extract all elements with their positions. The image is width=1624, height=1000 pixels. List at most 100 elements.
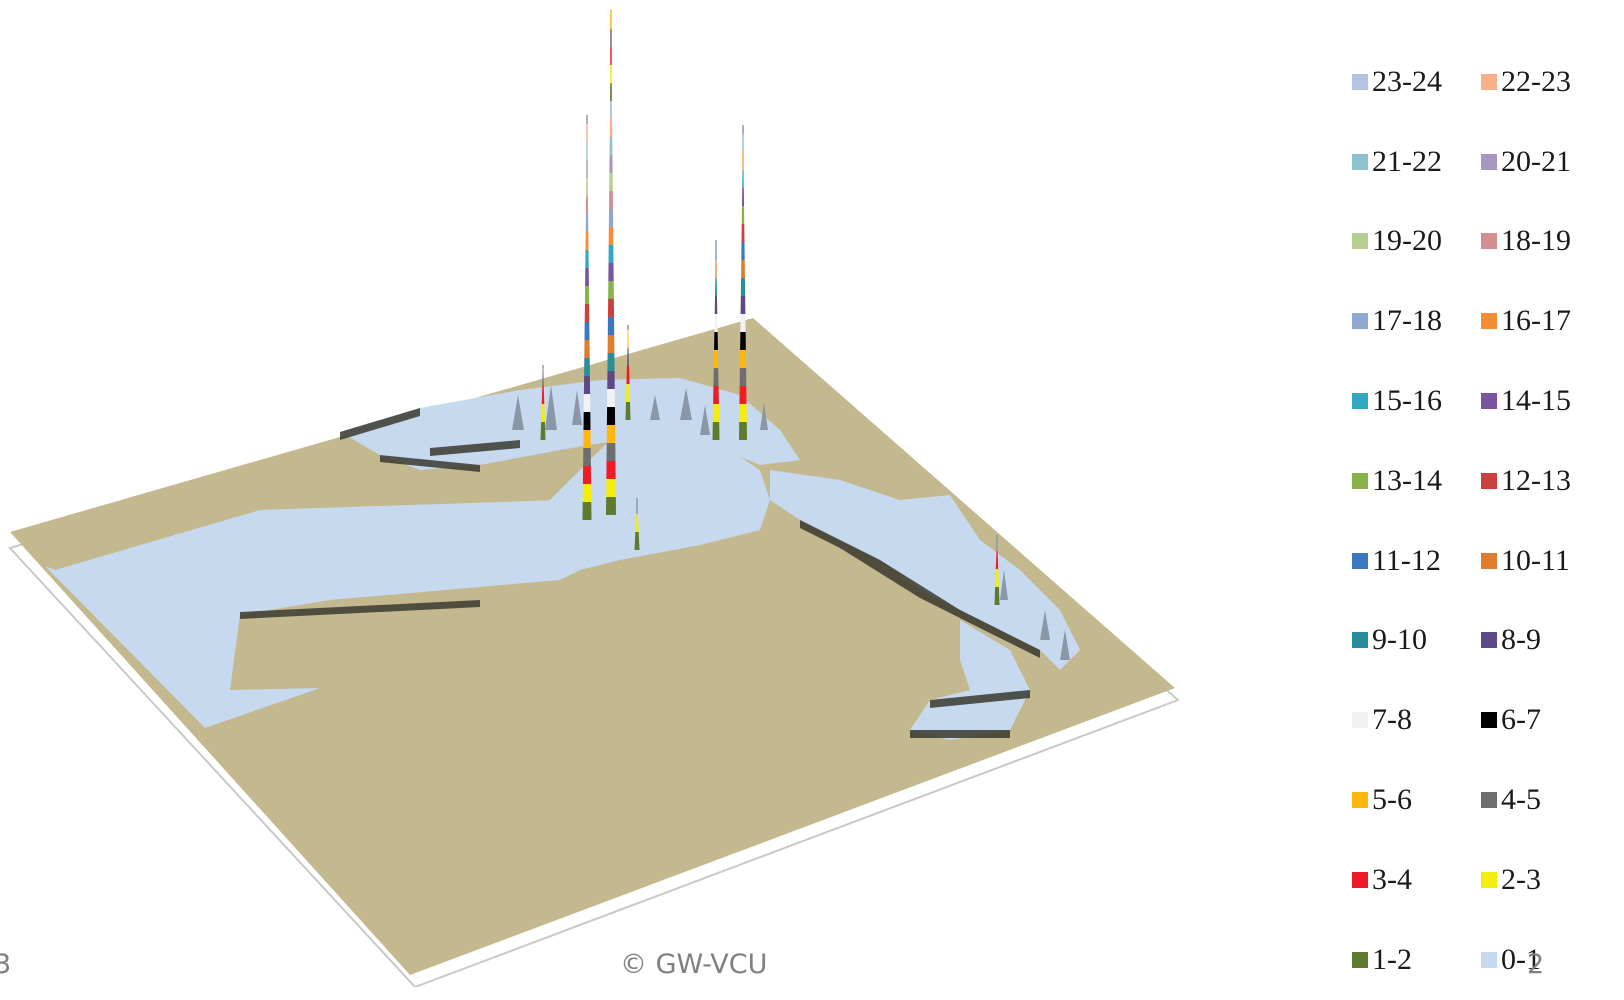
spike-band bbox=[608, 227, 614, 245]
legend-label: 14-15 bbox=[1501, 384, 1571, 418]
legend-label: 6-7 bbox=[1501, 703, 1541, 737]
legend-label: 3-4 bbox=[1372, 862, 1412, 896]
spike-layer bbox=[540, 10, 1000, 605]
spike-band bbox=[739, 368, 747, 386]
spike-band bbox=[610, 83, 612, 101]
spike-band bbox=[625, 384, 631, 402]
spike-band bbox=[582, 502, 592, 520]
spike-band bbox=[715, 260, 717, 278]
legend-label: 17-18 bbox=[1372, 304, 1442, 338]
shoreline-shadows bbox=[240, 408, 1040, 738]
legend-label: 10-11 bbox=[1501, 543, 1570, 577]
legend-swatch bbox=[1481, 153, 1497, 170]
spike-band bbox=[610, 11, 612, 29]
legend-swatch bbox=[1481, 871, 1497, 888]
legend-label: 20-21 bbox=[1501, 144, 1571, 178]
legend-label: 22-23 bbox=[1501, 64, 1571, 98]
spike-small-2 bbox=[994, 535, 1000, 605]
legend-item: 14-15 bbox=[1481, 361, 1610, 441]
spike-band bbox=[583, 448, 591, 466]
spike-band bbox=[741, 188, 745, 206]
page-number-left: 3 bbox=[0, 949, 12, 980]
legend-swatch bbox=[1481, 73, 1497, 90]
spike-band bbox=[626, 366, 630, 384]
spike-band bbox=[994, 587, 1000, 605]
legend-item: 1-2 bbox=[1352, 920, 1481, 1000]
legend-item: 3-4 bbox=[1352, 840, 1481, 920]
legend-item: 8-9 bbox=[1481, 601, 1610, 681]
legend-label: 18-19 bbox=[1501, 224, 1571, 258]
legend-label: 13-14 bbox=[1372, 463, 1442, 497]
legend-label: 5-6 bbox=[1372, 783, 1412, 817]
legend-item: 7-8 bbox=[1352, 680, 1481, 760]
spike-band bbox=[742, 170, 744, 188]
legend-item: 13-14 bbox=[1352, 441, 1481, 521]
legend-label: 4-5 bbox=[1501, 783, 1541, 817]
spike-small-1 bbox=[634, 498, 640, 550]
spike-band bbox=[606, 497, 616, 515]
spike-band bbox=[584, 304, 590, 322]
spike-band bbox=[541, 404, 545, 422]
spike-band bbox=[713, 368, 719, 386]
spike-band bbox=[625, 402, 631, 420]
spike-band bbox=[607, 353, 615, 371]
spike-band bbox=[586, 124, 588, 142]
legend-item: 23-24 bbox=[1352, 42, 1481, 122]
spike-band bbox=[635, 514, 639, 532]
spike-band bbox=[741, 242, 745, 260]
legend-swatch bbox=[1352, 233, 1368, 250]
legend-item: 22-23 bbox=[1481, 42, 1610, 122]
legend-swatch bbox=[1352, 552, 1368, 569]
spike-band bbox=[584, 286, 590, 304]
spike-band bbox=[739, 404, 747, 422]
legend-label: 12-13 bbox=[1501, 463, 1571, 497]
spike-band bbox=[610, 47, 612, 65]
spike-band bbox=[741, 260, 745, 278]
spike-band bbox=[714, 296, 718, 314]
spike-band bbox=[609, 101, 613, 119]
legend-swatch bbox=[1481, 313, 1497, 330]
spike-band bbox=[608, 245, 614, 263]
legend-item: 10-11 bbox=[1481, 521, 1610, 601]
spike-band bbox=[585, 232, 589, 250]
spike-band bbox=[715, 242, 717, 260]
spike-band bbox=[583, 394, 591, 412]
copyright-footer: © GW-VCU bbox=[620, 949, 768, 980]
spike-band bbox=[606, 425, 616, 443]
spike-band bbox=[607, 299, 615, 317]
spike-band bbox=[714, 332, 718, 350]
spike-band bbox=[739, 350, 747, 368]
legend-item: 15-16 bbox=[1352, 361, 1481, 441]
legend-label: 2-3 bbox=[1501, 862, 1541, 896]
spike-band bbox=[607, 389, 615, 407]
legend-swatch bbox=[1352, 73, 1368, 90]
spike-band bbox=[606, 407, 616, 425]
spike-band bbox=[739, 422, 747, 440]
legend-item: 17-18 bbox=[1352, 281, 1481, 361]
spike-band bbox=[608, 209, 614, 227]
legend-swatch bbox=[1481, 472, 1497, 489]
legend-label: 8-9 bbox=[1501, 623, 1541, 657]
legend-swatch bbox=[1352, 393, 1368, 410]
spike-band bbox=[542, 368, 544, 386]
legend-item: 19-20 bbox=[1352, 202, 1481, 282]
spike-mid-1 bbox=[625, 325, 631, 420]
spike-band bbox=[582, 484, 592, 502]
spike-band bbox=[609, 173, 613, 191]
spike-band bbox=[740, 332, 746, 350]
legend-swatch bbox=[1352, 712, 1368, 729]
legend-label: 16-17 bbox=[1501, 304, 1571, 338]
legend-item: 20-21 bbox=[1481, 122, 1610, 202]
spike-band bbox=[585, 214, 589, 232]
spike-band bbox=[583, 430, 591, 448]
legend-item: 9-10 bbox=[1352, 601, 1481, 681]
spike-band bbox=[540, 422, 546, 440]
legend-item: 2-3 bbox=[1481, 840, 1610, 920]
spike-band bbox=[610, 65, 612, 83]
legend-swatch bbox=[1481, 233, 1497, 250]
spike-band bbox=[607, 317, 615, 335]
spike-band bbox=[609, 155, 613, 173]
spike-band bbox=[713, 350, 719, 368]
spike-band bbox=[582, 466, 592, 484]
